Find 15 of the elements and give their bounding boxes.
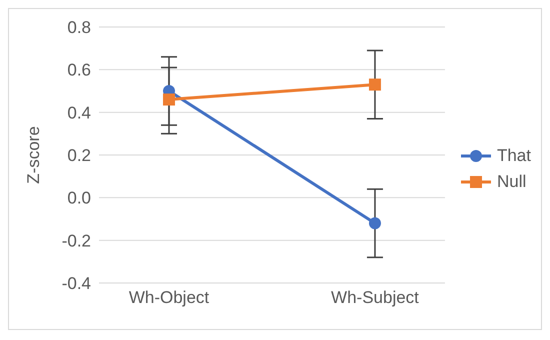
x-tick-label: Wh-Subject <box>331 288 420 308</box>
y-axis-title: Z-score <box>24 126 44 184</box>
legend-label: Null <box>496 172 526 192</box>
point <box>368 217 381 230</box>
x-tick-label: Wh-Object <box>128 288 210 308</box>
y-tick-label: -0.4 <box>62 274 91 294</box>
legend-label: That <box>496 146 531 166</box>
y-tick-label: -0.2 <box>62 231 91 250</box>
y-tick-label: 0.0 <box>67 188 91 208</box>
y-tick-label: 0.6 <box>67 60 91 80</box>
y-tick-label: 0.8 <box>67 18 91 38</box>
y-tick-label: 0.2 <box>67 146 91 166</box>
point <box>163 94 175 106</box>
point <box>368 78 381 91</box>
y-tick-label: 0.4 <box>67 103 91 122</box>
